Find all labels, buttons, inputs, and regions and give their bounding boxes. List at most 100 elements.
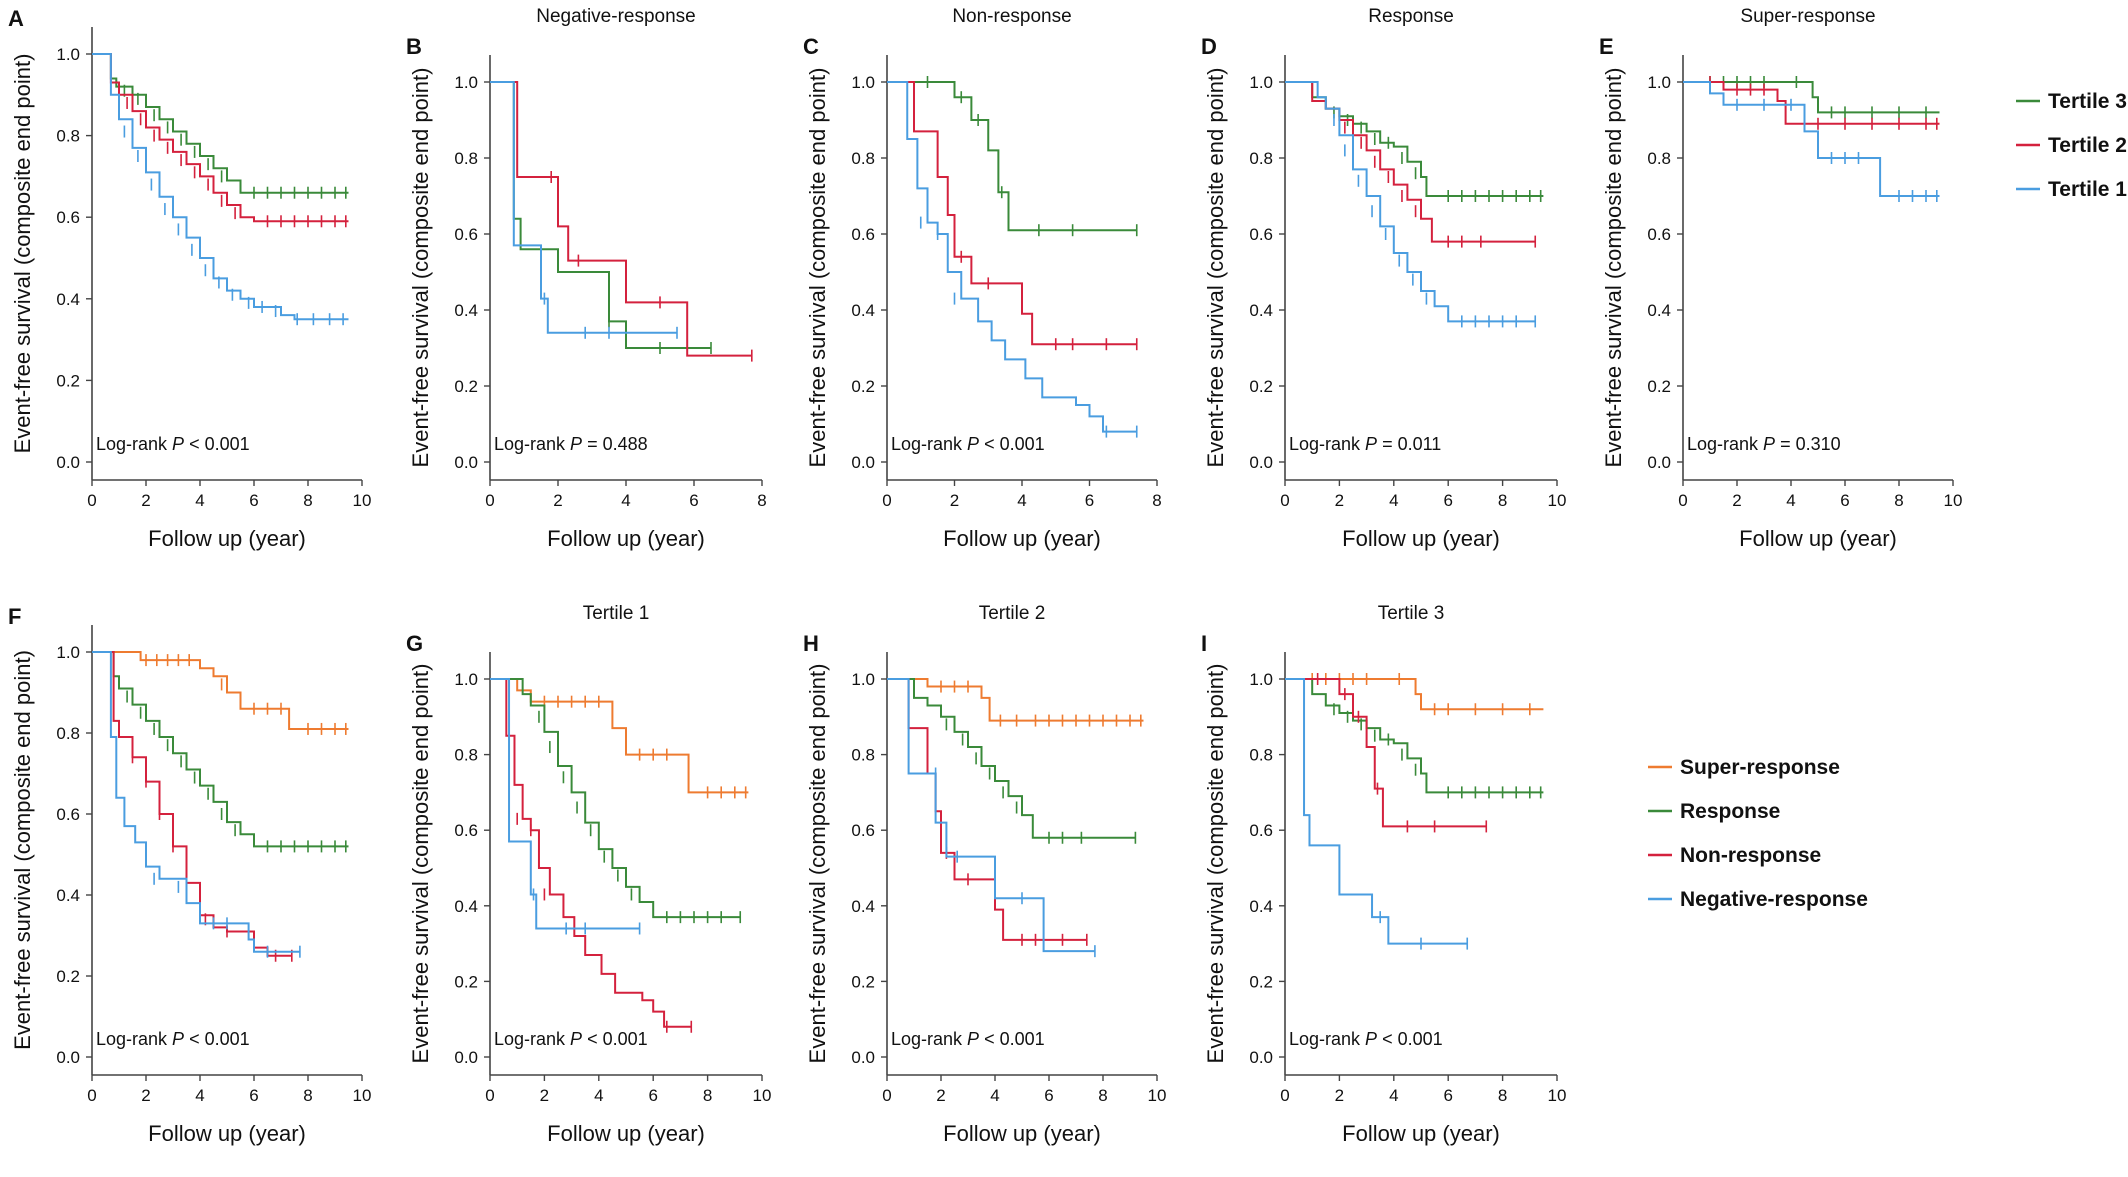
x-tick-label: 10 [1548, 1086, 1567, 1105]
y-tick-label: 1.0 [56, 45, 80, 64]
legend-label: Tertile 2 [2048, 134, 2127, 157]
x-tick-label: 8 [757, 491, 766, 510]
x-tick-label: 4 [1786, 491, 1795, 510]
legend-label: Negative-response [1680, 888, 1868, 911]
logrank-annotation: Log-rank P = 0.011 [1289, 434, 1441, 454]
x-tick-label: 2 [540, 1086, 549, 1105]
panel-i: 0.0 0.2 0.4 0.6 0.8 1.0 0 2 4 6 8 10 Follow up (year… [1201, 603, 1566, 1146]
y-tick-label: 0.2 [56, 371, 80, 390]
x-tick-label: 8 [703, 1086, 712, 1105]
y-tick-label: 1.0 [454, 73, 478, 92]
x-axis-title: Follow up (year) [148, 526, 306, 551]
km-curve [490, 678, 692, 1028]
y-tick-label: 0.8 [1249, 746, 1273, 765]
km-curve [1285, 81, 1536, 323]
panel-letter: C [803, 34, 819, 59]
x-axis-title: Follow up (year) [547, 526, 705, 551]
series-tertile-2 [490, 81, 753, 362]
x-tick-label: 8 [303, 1086, 312, 1105]
panel-title: Negative-response [536, 6, 695, 27]
x-axis-title: Follow up (year) [547, 1121, 705, 1146]
y-axis-title: Event-free survival (composite end point… [10, 650, 35, 1050]
series-super-response [887, 678, 1144, 727]
y-tick-label: 0.2 [1647, 377, 1671, 396]
series-non-response [887, 678, 1088, 946]
km-curve [887, 678, 1136, 839]
km-curve [490, 81, 711, 349]
x-tick-label: 0 [882, 491, 891, 510]
logrank-annotation: Log-rank P < 0.001 [1289, 1029, 1443, 1049]
y-tick-label: 0.0 [454, 453, 478, 472]
y-tick-label: 0.8 [454, 149, 478, 168]
y-tick-label: 1.0 [454, 670, 478, 689]
y-tick-label: 1.0 [1647, 73, 1671, 92]
x-tick-label: 10 [1148, 1086, 1167, 1105]
series-non-response [1285, 673, 1488, 833]
km-curve [490, 81, 677, 334]
y-tick-label: 0.4 [454, 301, 478, 320]
y-tick-label: 0.4 [56, 290, 80, 309]
x-tick-label: 6 [249, 1086, 258, 1105]
km-curve [1683, 81, 1940, 125]
km-curve [92, 53, 349, 321]
x-tick-label: 2 [936, 1086, 945, 1105]
y-tick-label: 0.8 [1249, 149, 1273, 168]
km-curve [1285, 81, 1544, 197]
series-negative-response [1285, 678, 1469, 950]
legend-item: Tertile 2 [2016, 134, 2127, 157]
y-axis-title: Event-free survival (composite end point… [805, 664, 830, 1064]
y-axis-title: Event-free survival (composite end point… [805, 68, 830, 468]
series-tertile-3 [92, 53, 349, 199]
y-tick-label: 0.6 [454, 821, 478, 840]
y-tick-label: 0.8 [56, 127, 80, 146]
x-tick-label: 0 [87, 1086, 96, 1105]
legend-item: Tertile 3 [2016, 90, 2127, 113]
y-tick-label: 0.2 [56, 967, 80, 986]
km-curve [1285, 81, 1536, 243]
x-tick-label: 2 [1732, 491, 1741, 510]
panel-title: Tertile 1 [583, 603, 650, 624]
x-tick-label: 4 [195, 1086, 204, 1105]
series-tertile-1 [1683, 81, 1940, 202]
y-tick-label: 1.0 [1249, 670, 1273, 689]
y-tick-label: 0.8 [454, 746, 478, 765]
x-tick-label: 0 [87, 491, 96, 510]
legend-item: Response [1648, 800, 1780, 823]
km-curve [92, 53, 349, 223]
series-negative-response [490, 678, 641, 935]
km-curve [92, 651, 349, 730]
y-tick-label: 0.0 [56, 1048, 80, 1067]
panel-title: Non-response [952, 6, 1071, 27]
y-tick-label: 0.6 [1249, 821, 1273, 840]
km-curve [887, 678, 1144, 722]
x-tick-label: 8 [1498, 1086, 1507, 1105]
x-tick-label: 2 [1335, 491, 1344, 510]
y-tick-label: 1.0 [1249, 73, 1273, 92]
panel-h: 0.0 0.2 0.4 0.6 0.8 1.0 0 2 4 6 8 10 Follow up (year… [803, 603, 1166, 1146]
panel-letter: G [406, 631, 423, 656]
y-tick-label: 0.2 [851, 972, 875, 991]
x-tick-label: 2 [553, 491, 562, 510]
panel-letter: B [406, 34, 422, 59]
x-tick-label: 10 [1944, 491, 1963, 510]
legend-item: Negative-response [1648, 888, 1868, 911]
x-axis-title: Follow up (year) [148, 1121, 306, 1146]
series-tertile-1 [490, 81, 678, 339]
panel-letter: A [8, 6, 24, 31]
x-axis-title: Follow up (year) [943, 1121, 1101, 1146]
y-axis-title: Event-free survival (composite end point… [10, 54, 35, 454]
logrank-annotation: Log-rank P = 0.488 [494, 434, 648, 454]
x-tick-label: 8 [1098, 1086, 1107, 1105]
series-tertile-2 [887, 81, 1138, 351]
y-tick-label: 0.6 [56, 805, 80, 824]
panel-letter: H [803, 631, 819, 656]
series-negative-response [887, 678, 1096, 958]
series-response [887, 678, 1137, 844]
y-tick-label: 0.6 [454, 225, 478, 244]
x-tick-label: 0 [1280, 491, 1289, 510]
panel-f: 0.0 0.2 0.4 0.6 0.8 1.0 0 2 4 6 8 10 Follow up (year… [8, 604, 371, 1146]
panel-letter: E [1599, 34, 1614, 59]
y-tick-label: 0.4 [851, 301, 875, 320]
km-curve [92, 651, 300, 953]
km-curve [887, 81, 1137, 433]
